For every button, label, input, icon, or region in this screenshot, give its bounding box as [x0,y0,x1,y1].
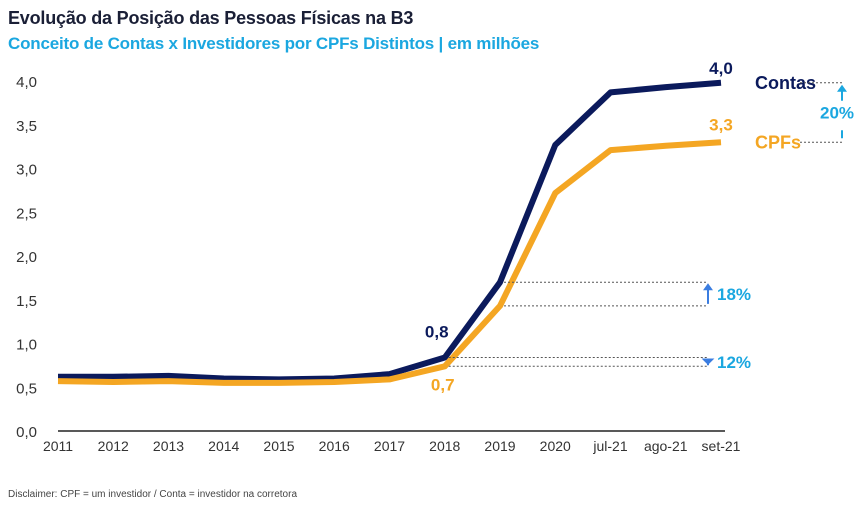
y-tick-label: 0,5 [16,380,37,397]
label-cpfs-end: 3,3 [709,115,733,134]
chart-subtitle: Conceito de Contas x Investidores por CP… [8,34,540,53]
disclaimer: Disclaimer: CPF = um investidor / Conta … [8,489,297,500]
x-tick-label: 2016 [319,438,350,454]
x-tick-label: jul-21 [592,438,627,454]
x-tick-label: 2014 [208,438,239,454]
chart-title: Evolução da Posição das Pessoas Físicas … [8,8,414,28]
x-tick-label: set-21 [702,438,741,454]
y-tick-label: 2,5 [16,205,37,222]
gap-label-end: 20% [820,104,854,123]
gap-arrow-2019-head [703,283,713,291]
x-tick-label: 2015 [263,438,294,454]
y-tick-label: 0,0 [16,424,37,441]
label-contas-2018: 0,8 [425,323,449,342]
legend-contas: Contas [755,73,816,93]
legend-cpfs: CPFs [755,132,801,152]
y-tick-label: 2,0 [16,249,37,266]
x-tick-label: ago-21 [644,438,688,454]
series-line-cpfs [57,139,722,386]
y-tick-label: 3,5 [16,118,37,135]
x-tick-label: 2012 [98,438,129,454]
x-tick-label: 2020 [540,438,571,454]
x-tick-label: 2011 [43,438,73,454]
x-tick-label: 2013 [153,438,184,454]
gap-label-2018: 12% [717,353,751,372]
x-tick-label: 2017 [374,438,405,454]
x-tick-label: 2019 [484,438,515,454]
y-tick-label: 3,0 [16,162,37,179]
x-tick-label: 2018 [429,438,460,454]
y-tick-label: 4,0 [16,74,37,91]
gap-arrow-2018 [701,358,715,366]
series-line-contas [58,79,722,383]
gap-label-2019: 18% [717,285,751,304]
gap-arrow-end-head [837,84,847,92]
y-tick-label: 1,0 [16,337,37,354]
label-contas-end: 4,0 [709,59,733,78]
label-cpfs-2018: 0,7 [431,375,455,394]
y-tick-label: 1,5 [16,293,37,310]
